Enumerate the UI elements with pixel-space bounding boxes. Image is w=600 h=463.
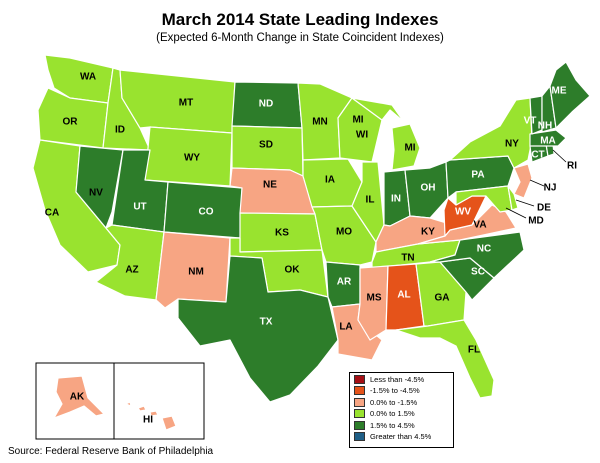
svg-text:NC: NC — [477, 244, 491, 255]
svg-text:AR: AR — [337, 277, 352, 288]
state-ME — [549, 61, 591, 129]
svg-text:PA: PA — [471, 170, 484, 181]
map-legend: Less than -4.5% -1.5% to -4.5% 0.0% to -… — [349, 372, 454, 448]
svg-text:NY: NY — [505, 139, 519, 150]
label-leader-lines — [505, 149, 567, 219]
state-FL — [395, 319, 495, 399]
svg-text:GA: GA — [435, 293, 450, 304]
legend-item: 0.0% to -1.5% — [350, 397, 453, 408]
state-TX — [177, 255, 339, 403]
source-note: Source: Federal Reserve Bank of Philadel… — [8, 446, 214, 457]
state-NY — [449, 97, 533, 169]
svg-text:IN: IN — [391, 194, 401, 205]
legend-item: -1.5% to -4.5% — [350, 386, 453, 397]
svg-text:LA: LA — [339, 322, 352, 333]
state-MT — [119, 69, 236, 134]
svg-text:AK: AK — [70, 392, 85, 403]
legend-swatch — [354, 409, 365, 419]
legend-swatch — [354, 386, 365, 396]
svg-text:IA: IA — [325, 175, 335, 186]
state-AK — [53, 375, 105, 419]
state-MA — [529, 129, 567, 147]
svg-text:FL: FL — [468, 345, 480, 356]
svg-text:UT: UT — [133, 202, 146, 213]
svg-text:OK: OK — [285, 265, 301, 276]
svg-text:NM: NM — [188, 267, 204, 278]
svg-text:CT: CT — [531, 150, 544, 161]
svg-text:CA: CA — [45, 208, 59, 219]
legend-label: 0.0% to -1.5% — [370, 397, 418, 407]
svg-text:TX: TX — [260, 317, 273, 328]
state-HI — [125, 401, 177, 431]
svg-text:ND: ND — [259, 99, 273, 110]
svg-text:AZ: AZ — [125, 265, 138, 276]
state-NJ — [513, 163, 533, 199]
legend-item: 0.0% to 1.5% — [350, 409, 453, 420]
svg-text:MA: MA — [540, 136, 556, 147]
state-MI — [351, 97, 421, 171]
svg-text:ME: ME — [552, 86, 567, 97]
svg-text:MI: MI — [404, 143, 415, 154]
inset-hawaii-frame — [113, 362, 205, 440]
svg-text:MO: MO — [336, 227, 352, 238]
svg-text:MS: MS — [367, 293, 382, 304]
svg-text:CO: CO — [199, 207, 214, 218]
svg-text:NJ: NJ — [544, 183, 557, 194]
svg-text:NV: NV — [89, 188, 103, 199]
svg-text:KS: KS — [275, 228, 289, 239]
svg-text:RI: RI — [567, 161, 577, 172]
svg-text:WY: WY — [184, 153, 200, 164]
legend-item: Less than -4.5% — [350, 374, 453, 385]
svg-text:KY: KY — [421, 227, 435, 238]
legend-item: Greater than 4.5% — [350, 432, 453, 443]
svg-text:MT: MT — [179, 98, 193, 109]
map-subtitle: (Expected 6-Month Change in State Coinci… — [156, 32, 444, 44]
state-labels: WA OR CA ID NV MT WY UT AZ CO NM ND SD N… — [45, 72, 577, 426]
svg-text:WV: WV — [455, 207, 471, 218]
legend-label: -1.5% to -4.5% — [370, 386, 420, 396]
legend-swatch — [354, 397, 365, 407]
svg-text:VA: VA — [473, 220, 486, 231]
svg-text:MD: MD — [528, 216, 544, 227]
svg-text:NE: NE — [263, 180, 277, 191]
svg-text:SD: SD — [259, 140, 273, 151]
map-title: March 2014 State Leading Indexes — [161, 10, 439, 29]
state-DE — [507, 185, 519, 211]
svg-text:NH: NH — [538, 121, 552, 132]
svg-text:SC: SC — [471, 267, 485, 278]
svg-text:AL: AL — [397, 290, 410, 301]
svg-text:MI: MI — [352, 115, 363, 126]
svg-text:MN: MN — [312, 117, 328, 128]
state-NV — [75, 145, 124, 229]
legend-item: 1.5% to 4.5% — [350, 420, 453, 431]
svg-text:WI: WI — [356, 130, 368, 141]
legend-label: Less than -4.5% — [370, 374, 425, 384]
legend-swatch — [354, 374, 365, 384]
svg-text:WA: WA — [80, 72, 96, 83]
legend-swatch — [354, 420, 365, 430]
svg-text:OH: OH — [421, 183, 436, 194]
state-NC — [429, 231, 525, 279]
svg-text:TN: TN — [401, 253, 414, 264]
legend-label: Greater than 4.5% — [370, 432, 432, 442]
svg-text:ID: ID — [115, 125, 125, 136]
svg-text:IL: IL — [366, 195, 375, 206]
legend-label: 1.5% to 4.5% — [370, 420, 415, 430]
legend-label: 0.0% to 1.5% — [370, 409, 415, 419]
legend-swatch — [354, 432, 365, 442]
state-AZ — [95, 224, 165, 301]
svg-text:VT: VT — [524, 116, 537, 127]
svg-text:HI: HI — [143, 415, 153, 426]
svg-text:OR: OR — [63, 117, 79, 128]
svg-text:DE: DE — [537, 203, 551, 214]
